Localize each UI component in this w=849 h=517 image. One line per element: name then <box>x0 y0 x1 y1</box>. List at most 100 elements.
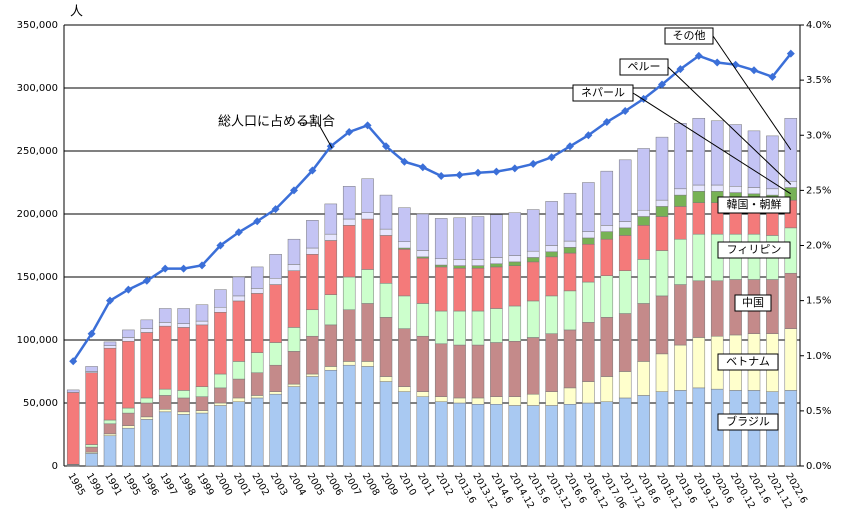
bar-segment <box>66 389 80 393</box>
legend-label: 中国 <box>742 296 764 309</box>
bar-segment <box>324 366 338 371</box>
bar-segment <box>563 192 577 242</box>
bar-segment <box>508 405 522 467</box>
bar-segment <box>655 391 669 467</box>
bar-segment <box>103 435 117 467</box>
y-tick-label: 250,000 <box>17 146 58 157</box>
bar-segment <box>250 372 264 396</box>
legend-box <box>717 353 779 371</box>
bar-segment <box>655 199 669 207</box>
bar-segment <box>342 276 356 311</box>
y2-tick-label: 2.5% <box>806 185 831 196</box>
bar-segment <box>342 186 356 220</box>
legend-leader <box>632 92 792 195</box>
bar-segment <box>453 310 466 346</box>
bar-segment <box>637 395 650 467</box>
bar-segment <box>490 396 503 405</box>
bar-segment <box>545 251 558 258</box>
bar-segment <box>177 411 190 415</box>
y-tick-label: 350,000 <box>17 20 58 31</box>
bar-segment <box>379 228 393 236</box>
bar-segment <box>306 335 319 375</box>
bar-segment <box>582 281 595 323</box>
line-marker <box>437 172 446 181</box>
bar-segment <box>526 393 540 406</box>
bar-segment <box>140 397 154 404</box>
bar-segment <box>214 387 227 404</box>
bar-segment <box>361 269 374 304</box>
legend-label: その他 <box>673 29 706 42</box>
bar-segment <box>600 376 614 402</box>
bar-segment <box>269 342 282 366</box>
bar-segment <box>250 266 264 289</box>
bar-segment <box>453 397 466 404</box>
bar-segment <box>784 180 798 188</box>
bar-segment <box>232 361 246 380</box>
bar-segment <box>140 328 154 333</box>
line-marker <box>621 106 630 115</box>
bar-segment <box>434 266 448 312</box>
bar-segment <box>416 250 430 258</box>
bar-segment <box>471 265 485 269</box>
bar-segment <box>103 347 117 421</box>
bar-segment <box>545 391 558 406</box>
bar-segment <box>269 393 282 467</box>
bar-segment <box>324 324 338 367</box>
line-marker <box>382 142 390 151</box>
bar-segment <box>526 337 540 395</box>
line-marker <box>87 329 96 338</box>
callout-line <box>298 122 333 149</box>
line-marker <box>69 357 78 366</box>
bar-segment <box>563 387 577 405</box>
bar-segment <box>103 419 117 425</box>
line-marker <box>658 80 666 89</box>
bar-segment <box>122 427 135 467</box>
bar-segment <box>214 306 227 313</box>
bar-segment <box>398 295 411 329</box>
bar-segment <box>692 233 706 282</box>
bar-segment <box>490 308 503 343</box>
bar-segment <box>655 250 669 297</box>
legend-label: ネパール <box>581 86 625 99</box>
bar-segment <box>692 191 706 203</box>
bar-segment <box>710 280 724 337</box>
bar-segment <box>122 407 135 414</box>
bar-segment <box>306 376 319 467</box>
bar-segment <box>158 395 172 410</box>
bar-segment <box>637 361 650 396</box>
bar-segment <box>122 412 135 426</box>
bar-segment <box>582 322 595 382</box>
bar-segment <box>287 383 301 387</box>
line-marker <box>492 167 501 176</box>
bar-segment <box>379 235 393 284</box>
bar-segment <box>158 308 172 323</box>
bar-segment <box>269 284 282 343</box>
bar-segment <box>361 218 374 270</box>
line-marker <box>198 261 206 270</box>
legend-label: フィリピン <box>727 243 782 256</box>
bar-segment <box>140 419 154 467</box>
bar-segment <box>140 402 154 418</box>
line-marker <box>694 51 703 60</box>
line-marker <box>786 49 795 58</box>
bar-segment <box>729 124 742 187</box>
bar-segment <box>342 309 356 362</box>
line-marker <box>584 131 593 140</box>
y2-tick-label: 3.0% <box>806 130 831 141</box>
line-marker <box>768 72 777 81</box>
bar-segment <box>361 361 374 367</box>
bar-segment <box>545 333 558 392</box>
bar-segment <box>324 294 338 326</box>
bar-segment <box>361 178 374 213</box>
bar-segment <box>674 123 687 190</box>
bar-segment <box>637 209 650 217</box>
bar-segment <box>324 203 338 235</box>
bar-segment <box>103 341 117 346</box>
line-marker <box>750 66 758 75</box>
legend-box <box>572 84 634 102</box>
bar-segment <box>471 216 485 260</box>
bar-segment <box>563 290 577 331</box>
bar-segment <box>508 305 522 342</box>
bar-segment <box>490 214 503 258</box>
bar-segment <box>85 366 98 372</box>
